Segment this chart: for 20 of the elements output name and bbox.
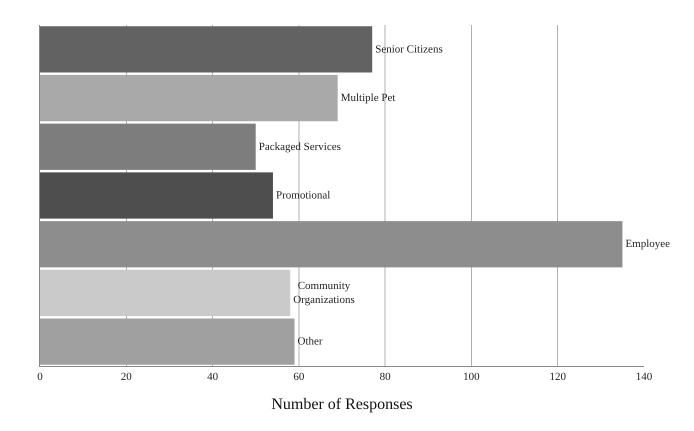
x-tick-label: 80 xyxy=(380,371,392,384)
bar xyxy=(40,270,290,316)
y-tick-label: Other xyxy=(298,336,323,348)
x-tick-label: 40 xyxy=(207,371,219,384)
x-tick-label: 100 xyxy=(463,371,480,384)
x-axis-title: Number of Responses xyxy=(271,396,413,413)
bar xyxy=(40,318,295,365)
x-tick-label: 20 xyxy=(120,371,132,384)
x-tick-label: 0 xyxy=(37,371,44,384)
y-tick-label: Employee xyxy=(625,238,670,250)
x-tick-label: 60 xyxy=(293,371,305,384)
y-tick-label: Community Organizations xyxy=(293,280,355,306)
bar xyxy=(40,26,372,72)
y-tick-label: Senior Citizens xyxy=(375,43,443,56)
y-tick-label: Multiple Pet xyxy=(340,92,396,104)
bar xyxy=(40,172,273,219)
y-tick-label: Packaged Services xyxy=(258,140,341,153)
x-tick-label: 120 xyxy=(549,371,566,384)
y-tick-label: Promotional xyxy=(276,190,330,202)
x-tick-label: 140 xyxy=(636,371,653,384)
